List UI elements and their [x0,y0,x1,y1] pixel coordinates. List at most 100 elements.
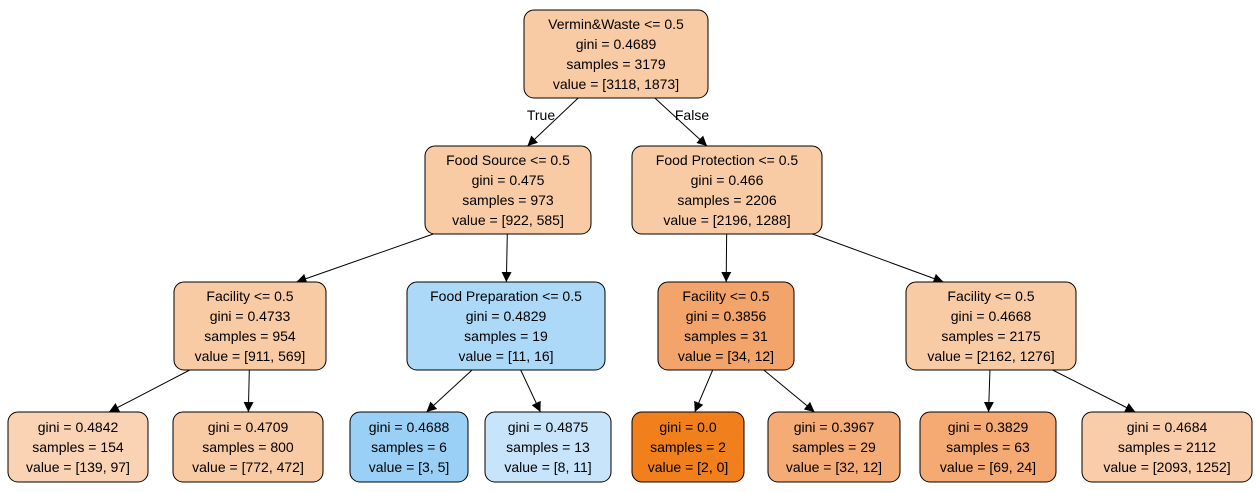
node-text-line: samples = 63 [946,439,1030,455]
edge-facility-left-to-leaf-2 [243,369,254,413]
tree-node-facility-mid: Facility <= 0.5 gini = 0.3856 samples = 31… [657,281,795,371]
edge-food-source-to-facility-left [296,233,434,284]
node-text-line: Facility <= 0.5 [682,288,769,304]
edge-arrow [520,369,541,413]
node-text-line: Facility <= 0.5 [947,288,1034,304]
node-box [631,411,745,483]
node-text-line: samples = 2112 [1118,439,1216,455]
edge-food-source-to-food-preparation [501,233,512,283]
node-text-line: value = [911, 569] [195,348,306,364]
edge-arrow [108,369,191,413]
tree-node-leaf-4: gini = 0.4875 samples = 13 value = [8, 11] [484,411,612,483]
node-text-line: gini = 0.4688 [369,419,450,435]
edge-arrow [296,233,434,284]
node-text-line: gini = 0.3967 [794,419,875,435]
node-text-line: value = [69, 24] [940,459,1036,475]
node-box [1081,411,1253,483]
node-text-line: samples = 154 [32,439,124,455]
node-text-line: value = [2093, 1252] [1103,459,1230,475]
tree-node-leaf-5: gini = 0.0 samples = 2 value = [2, 0] [631,411,745,483]
edge-arrow [763,369,815,413]
node-text-line: samples = 2175 [941,328,1040,344]
node-box [173,281,327,371]
node-text-line: value = [8, 11] [504,459,591,475]
edge-arrow [654,97,708,147]
node-text-line: gini = 0.4684 [1127,419,1208,435]
node-text-line: gini = 0.466 [691,172,764,188]
tree-node-leaf-2: gini = 0.4709 samples = 800 value = [772, … [172,411,324,483]
node-text-line: samples = 31 [684,328,768,344]
node-box [631,145,823,235]
tree-node-leaf-7: gini = 0.3829 samples = 63 value = [69, 24… [919,411,1057,483]
node-text-line: gini = 0.4875 [508,419,589,435]
node-text-line: gini = 0.4668 [951,308,1032,324]
edge-food-preparation-to-leaf-4 [520,369,541,413]
edges-layer [108,97,1136,413]
edge-labels-layer: True False [527,107,709,123]
node-box [905,281,1077,371]
tree-node-facility-right: Facility <= 0.5 gini = 0.4668 samples = 21… [905,281,1077,371]
node-box [349,411,469,483]
tree-node-leaf-8: gini = 0.4684 samples = 2112 value = [2093… [1081,411,1253,483]
node-text-line: samples = 800 [202,439,294,455]
edge-root-to-food-protection [654,97,708,147]
node-text-line: Vermin&Waste <= 0.5 [548,16,684,32]
node-text-line: value = [2, 0] [648,459,729,475]
node-text-line: samples = 19 [464,328,548,344]
edge-facility-left-to-leaf-1 [108,369,191,413]
node-box [424,145,592,235]
node-text-line: gini = 0.4842 [38,419,119,435]
node-text-line: value = [32, 12] [786,459,882,475]
node-box [767,411,901,483]
edge-label-false: False [675,107,709,123]
node-text-line: gini = 0.475 [472,172,545,188]
edge-arrow [694,369,714,413]
edge-facility-mid-to-leaf-5 [694,369,714,413]
node-box [657,281,795,371]
node-box [484,411,612,483]
node-text-line: Facility <= 0.5 [206,288,293,304]
tree-node-facility-left: Facility <= 0.5 gini = 0.4733 samples = 95… [173,281,327,371]
edge-facility-right-to-leaf-7 [983,369,994,413]
node-text-line: gini = 0.4689 [576,36,657,52]
node-box [523,9,709,99]
node-text-line: value = [3118, 1873] [553,76,679,92]
tree-node-root: Vermin&Waste <= 0.5 gini = 0.4689 samples … [523,9,709,99]
node-text-line: samples = 13 [506,439,590,455]
node-text-line: Food Preparation <= 0.5 [430,288,582,304]
node-text-line: value = [922, 585] [452,212,564,228]
node-box [406,281,606,371]
node-text-line: value = [139, 97] [26,459,130,475]
node-text-line: gini = 0.0 [659,419,716,435]
node-text-line: value = [11, 16] [458,348,553,364]
node-text-line: value = [2196, 1288] [663,212,790,228]
node-text-line: gini = 0.4733 [210,308,291,324]
edge-facility-right-to-leaf-8 [1052,369,1136,413]
node-text-line: samples = 6 [371,439,447,455]
node-text-line: samples = 954 [204,328,296,344]
edge-arrow [243,369,254,413]
node-text-line: samples = 29 [792,439,876,455]
tree-node-food-preparation: Food Preparation <= 0.5 gini = 0.4829 samp… [406,281,606,371]
node-text-line: value = [2162, 1276] [927,348,1054,364]
edge-facility-mid-to-leaf-6 [763,369,815,413]
edge-food-preparation-to-leaf-3 [426,369,473,413]
tree-node-leaf-1: gini = 0.4842 samples = 154 value = [139, … [7,411,149,483]
edge-arrow [501,233,512,283]
edge-arrow [983,369,994,413]
node-text-line: Food Source <= 0.5 [446,152,570,168]
node-text-line: value = [772, 472] [192,459,304,475]
tree-node-leaf-3: gini = 0.4688 samples = 6 value = [3, 5] [349,411,469,483]
node-box [7,411,149,483]
tree-node-food-source: Food Source <= 0.5 gini = 0.475 samples = … [424,145,592,235]
node-text-line: Food Protection <= 0.5 [656,152,799,168]
edge-root-to-food-source [527,97,579,147]
edge-arrow [426,369,473,413]
tree-node-leaf-6: gini = 0.3967 samples = 29 value = [32, 12… [767,411,901,483]
node-text-line: samples = 973 [462,192,554,208]
node-text-line: gini = 0.4709 [208,419,289,435]
node-box [919,411,1057,483]
node-text-line: samples = 2206 [677,192,776,208]
tree-node-food-protection: Food Protection <= 0.5 gini = 0.466 sample… [631,145,823,235]
